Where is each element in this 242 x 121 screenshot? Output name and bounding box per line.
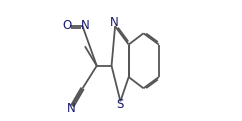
Text: O: O <box>62 19 71 32</box>
Text: N: N <box>67 102 76 115</box>
Text: S: S <box>117 98 124 111</box>
Text: N: N <box>110 16 118 29</box>
Text: N: N <box>81 19 89 32</box>
